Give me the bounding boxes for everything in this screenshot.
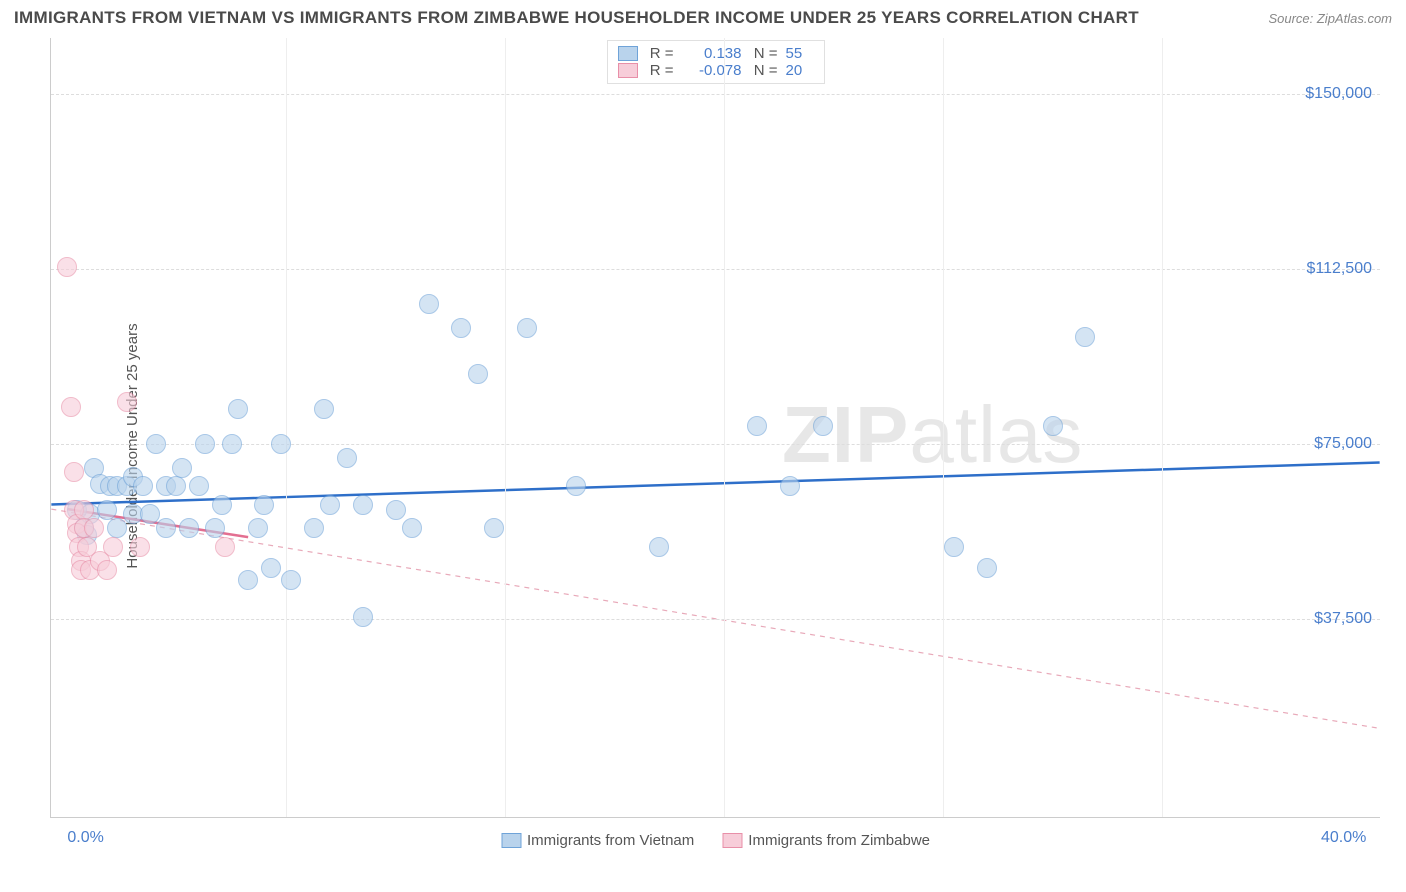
scatter-point bbox=[314, 399, 334, 419]
scatter-point bbox=[944, 537, 964, 557]
legend-item: Immigrants from Zimbabwe bbox=[722, 832, 930, 849]
stats-row: R = 0.138 N = 55 bbox=[618, 45, 814, 62]
r-value: 0.138 bbox=[682, 45, 742, 62]
r-value: -0.078 bbox=[682, 62, 742, 79]
scatter-point bbox=[57, 257, 77, 277]
scatter-point bbox=[74, 500, 94, 520]
scatter-point bbox=[130, 537, 150, 557]
scatter-point bbox=[386, 500, 406, 520]
scatter-point bbox=[84, 518, 104, 538]
scatter-point bbox=[1075, 327, 1095, 347]
scatter-point bbox=[353, 607, 373, 627]
scatter-point bbox=[468, 364, 488, 384]
scatter-point bbox=[813, 416, 833, 436]
scatter-point bbox=[254, 495, 274, 515]
swatch-icon bbox=[618, 46, 638, 61]
scatter-point bbox=[261, 558, 281, 578]
legend-item: Immigrants from Vietnam bbox=[501, 832, 694, 849]
scatter-point bbox=[166, 476, 186, 496]
scatter-point bbox=[484, 518, 504, 538]
scatter-point bbox=[228, 399, 248, 419]
legend-label: Immigrants from Zimbabwe bbox=[748, 832, 930, 849]
n-value: 20 bbox=[786, 62, 814, 79]
scatter-point bbox=[133, 476, 153, 496]
scatter-point bbox=[271, 434, 291, 454]
scatter-point bbox=[103, 537, 123, 557]
scatter-point bbox=[780, 476, 800, 496]
scatter-point bbox=[61, 397, 81, 417]
scatter-point bbox=[747, 416, 767, 436]
scatter-point bbox=[107, 518, 127, 538]
gridline-h bbox=[51, 444, 1380, 445]
scatter-point bbox=[146, 434, 166, 454]
y-tick-label: $37,500 bbox=[1314, 610, 1372, 628]
scatter-point bbox=[97, 500, 117, 520]
trend-lines bbox=[51, 38, 1380, 817]
x-tick-label: 0.0% bbox=[67, 829, 103, 847]
legend: Immigrants from Vietnam Immigrants from Z… bbox=[501, 832, 930, 849]
scatter-point bbox=[140, 504, 160, 524]
plot-area: ZIPatlas R =0.138N =55R =-0.078N =20 Imm… bbox=[50, 38, 1380, 818]
scatter-point bbox=[337, 448, 357, 468]
gridline-v bbox=[286, 38, 287, 817]
source-label: Source: ZipAtlas.com bbox=[1268, 11, 1392, 26]
scatter-point bbox=[451, 318, 471, 338]
gridline-h bbox=[51, 269, 1380, 270]
n-label: N = bbox=[750, 62, 778, 79]
y-tick-label: $150,000 bbox=[1305, 85, 1372, 103]
scatter-point bbox=[977, 558, 997, 578]
scatter-point bbox=[212, 495, 232, 515]
gridline-v bbox=[1162, 38, 1163, 817]
r-label: R = bbox=[646, 45, 674, 62]
y-tick-label: $112,500 bbox=[1306, 260, 1372, 278]
scatter-point bbox=[215, 537, 235, 557]
swatch-icon bbox=[618, 63, 638, 78]
legend-label: Immigrants from Vietnam bbox=[527, 832, 694, 849]
n-value: 55 bbox=[786, 45, 814, 62]
scatter-point bbox=[402, 518, 422, 538]
scatter-point bbox=[419, 294, 439, 314]
scatter-point bbox=[172, 458, 192, 478]
y-tick-label: $75,000 bbox=[1314, 435, 1372, 453]
scatter-point bbox=[353, 495, 373, 515]
scatter-point bbox=[320, 495, 340, 515]
scatter-point bbox=[205, 518, 225, 538]
scatter-point bbox=[304, 518, 324, 538]
r-label: R = bbox=[646, 62, 674, 79]
scatter-point bbox=[222, 434, 242, 454]
scatter-point bbox=[248, 518, 268, 538]
scatter-point bbox=[649, 537, 669, 557]
stats-box: R = 0.138 N = 55 R = -0.078 N = 20 bbox=[607, 40, 825, 84]
n-label: N = bbox=[750, 45, 778, 62]
x-tick-label: 40.0% bbox=[1321, 829, 1366, 847]
scatter-point bbox=[156, 518, 176, 538]
stats-row: R = -0.078 N = 20 bbox=[618, 62, 814, 79]
scatter-point bbox=[566, 476, 586, 496]
swatch-icon bbox=[501, 833, 521, 848]
chart-title: IMMIGRANTS FROM VIETNAM VS IMMIGRANTS FR… bbox=[14, 8, 1139, 28]
scatter-point bbox=[195, 434, 215, 454]
scatter-point bbox=[238, 570, 258, 590]
scatter-point bbox=[517, 318, 537, 338]
scatter-point bbox=[117, 392, 137, 412]
gridline-v bbox=[943, 38, 944, 817]
scatter-point bbox=[179, 518, 199, 538]
scatter-point bbox=[97, 560, 117, 580]
scatter-point bbox=[1043, 416, 1063, 436]
swatch-icon bbox=[722, 833, 742, 848]
gridline-v bbox=[724, 38, 725, 817]
gridline-h bbox=[51, 94, 1380, 95]
gridline-h bbox=[51, 619, 1380, 620]
scatter-point bbox=[189, 476, 209, 496]
scatter-point bbox=[281, 570, 301, 590]
gridline-v bbox=[505, 38, 506, 817]
scatter-point bbox=[64, 462, 84, 482]
